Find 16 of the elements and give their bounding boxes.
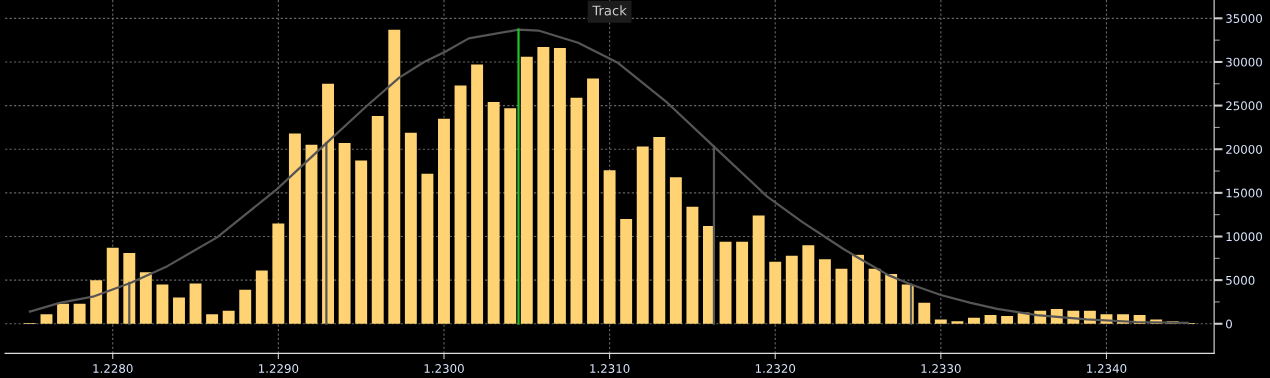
y-tick-label: 35000 <box>1226 14 1262 23</box>
y-tick-label: 5000 <box>1226 275 1255 285</box>
x-tick-label: 1.2330 <box>921 364 961 373</box>
x-tick-label: 1.2300 <box>424 364 464 373</box>
y-tick-label: 10000 <box>1226 232 1262 242</box>
y-tick-label: 25000 <box>1226 101 1262 111</box>
x-tick-label: 1.2290 <box>259 364 299 373</box>
y-tick-label: 15000 <box>1226 188 1262 198</box>
y-tick-label: 30000 <box>1226 57 1262 67</box>
x-tick-label: 1.2320 <box>755 364 796 373</box>
annotation: Track <box>592 5 627 16</box>
y-tick-label: 20000 <box>1226 144 1262 154</box>
y-tick-label: 0 <box>1226 319 1232 329</box>
x-tick-label: 1.2310 <box>590 364 630 373</box>
x-tick-label: 1.2340 <box>1087 364 1127 373</box>
x-tick-label: 1.2280 <box>93 364 133 373</box>
